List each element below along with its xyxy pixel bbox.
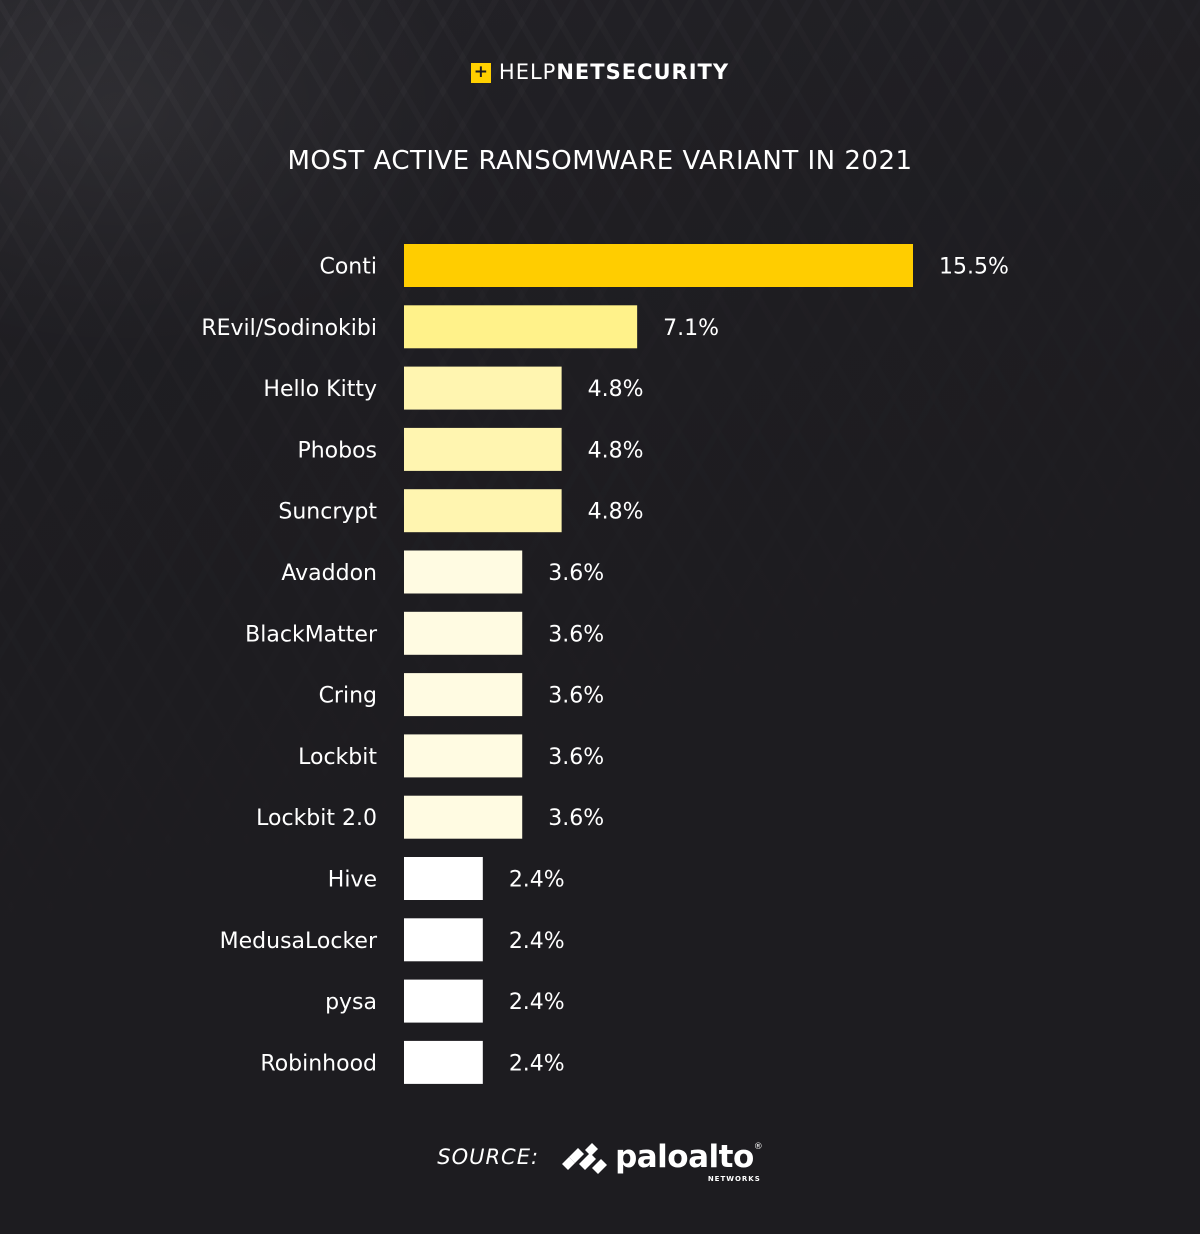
- bar-avaddon: [404, 550, 523, 594]
- bar-conti: [404, 244, 913, 287]
- paloalto-mark-icon: [562, 1143, 608, 1174]
- category-label: Phobos: [297, 438, 377, 463]
- paloalto-logo: paloalto® NETWORKS: [561, 1138, 763, 1183]
- plus-icon: +: [470, 62, 491, 83]
- value-label: 2.4%: [509, 868, 565, 893]
- value-label: 4.8%: [588, 500, 644, 525]
- category-label: MedusaLocker: [220, 929, 378, 954]
- category-label: Avaddon: [281, 561, 377, 586]
- value-label: 3.6%: [548, 806, 604, 831]
- bar-phobos: [404, 427, 562, 471]
- value-label: 7.1%: [663, 316, 719, 341]
- paloalto-networks: NETWORKS: [707, 1174, 761, 1183]
- bar-suncrypt: [404, 489, 562, 533]
- value-label: 3.6%: [548, 622, 604, 647]
- value-label: 3.6%: [548, 745, 604, 770]
- brand-wordmark: HELPNETSECURITY: [499, 62, 729, 83]
- value-label: 2.4%: [509, 1051, 565, 1076]
- category-label: Hive: [328, 868, 377, 893]
- category-label: Lockbit 2.0: [256, 806, 377, 831]
- category-label: REvil/Sodinokibi: [201, 316, 377, 341]
- paloalto-text: paloalto® NETWORKS: [615, 1138, 763, 1183]
- value-label: 2.4%: [509, 929, 565, 954]
- bar-revil-sodinokibi: [404, 305, 638, 349]
- category-label: Hello Kitty: [263, 377, 377, 402]
- value-label: 4.8%: [588, 377, 644, 402]
- bar-robinhood: [404, 1040, 483, 1084]
- category-label: Conti: [319, 255, 377, 280]
- value-label: 3.6%: [548, 684, 604, 709]
- bar-hello-kitty: [404, 366, 562, 410]
- value-label: 15.5%: [939, 255, 1009, 280]
- bar-medusalocker: [404, 918, 483, 962]
- bar-pysa: [404, 979, 483, 1023]
- source-label: SOURCE:: [437, 1145, 540, 1169]
- bar-blackmatter: [404, 611, 523, 655]
- value-label: 3.6%: [548, 561, 604, 586]
- bar-lockbit-2-0: [404, 795, 523, 839]
- value-label: 4.8%: [588, 438, 644, 463]
- chart-title: MOST ACTIVE RANSOMWARE VARIANT IN 2021: [287, 146, 913, 176]
- category-label: Suncrypt: [278, 500, 377, 525]
- category-label: BlackMatter: [245, 622, 378, 647]
- paloalto-reg: ®: [753, 1141, 763, 1152]
- brand-help: HELP: [498, 60, 557, 84]
- category-label: pysa: [325, 990, 377, 1015]
- bar-cring: [404, 673, 523, 717]
- brand-header: + HELPNETSECURITY: [0, 62, 1200, 83]
- brand-net: NET: [556, 60, 606, 84]
- brand-security: SECURITY: [605, 60, 730, 84]
- bar-lockbit: [404, 734, 523, 778]
- paloalto-word: paloalto: [615, 1138, 754, 1175]
- source-footer: SOURCE: paloalto® NETWORKS: [0, 1138, 1200, 1183]
- value-label: 2.4%: [509, 990, 565, 1015]
- category-label: Cring: [319, 684, 377, 709]
- bar-hive: [404, 857, 483, 900]
- category-label: Robinhood: [260, 1051, 377, 1076]
- category-label: Lockbit: [298, 745, 377, 770]
